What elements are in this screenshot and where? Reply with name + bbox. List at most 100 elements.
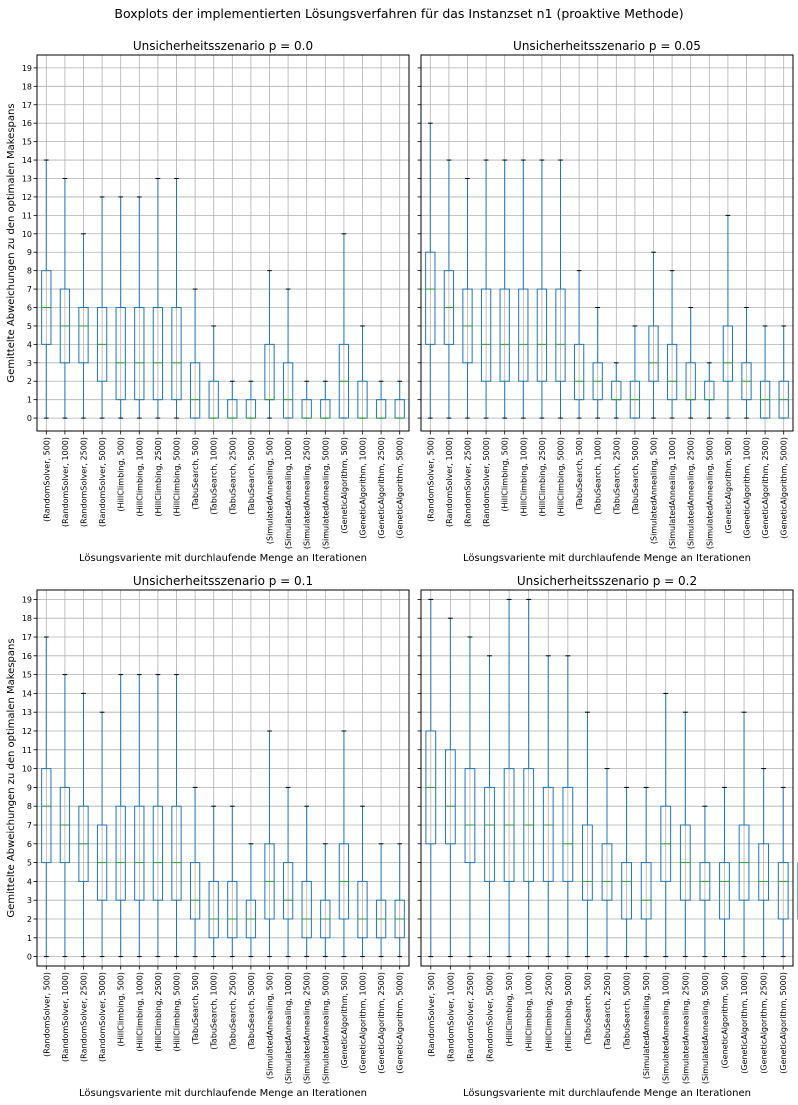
box-19 bbox=[759, 325, 771, 419]
box-13 bbox=[264, 730, 275, 958]
y-tick-label: 12 bbox=[22, 727, 32, 736]
box-9 bbox=[189, 786, 201, 958]
x-tick-label: (HillClimbing, 500) bbox=[505, 972, 514, 1047]
x-tick-label: (HillClimbing, 500) bbox=[117, 437, 126, 512]
box-15 bbox=[301, 380, 312, 419]
box-5 bbox=[503, 598, 515, 958]
y-tick-label: 19 bbox=[22, 64, 32, 73]
x-tick-label: (GeneticAlgorithm, 500) bbox=[340, 972, 349, 1069]
box-6 bbox=[134, 674, 145, 958]
box-iqr bbox=[648, 325, 659, 382]
x-tick-label: (SimulatedAnnealing, 5000) bbox=[705, 437, 714, 549]
box-6 bbox=[518, 159, 529, 419]
box-8 bbox=[171, 674, 182, 958]
y-tick-label: 3 bbox=[27, 359, 32, 368]
x-tick-label: (TabuSearch, 500) bbox=[191, 972, 200, 1045]
box-iqr bbox=[444, 749, 456, 845]
box-4 bbox=[484, 655, 495, 958]
y-tick-label: 15 bbox=[22, 138, 32, 147]
x-tick-label: (SimulatedAnnealing, 5000) bbox=[701, 972, 710, 1084]
x-tick-label: (TabuSearch, 2500) bbox=[612, 437, 621, 515]
x-tick-label: (GeneticAlgorithm, 500) bbox=[724, 437, 733, 534]
box-9 bbox=[573, 270, 585, 419]
x-tick-label: (HillClimbing, 5000) bbox=[557, 437, 566, 517]
box-10 bbox=[208, 325, 219, 419]
x-tick-label: (TabuSearch, 500) bbox=[191, 437, 200, 510]
x-tick-label: (TabuSearch, 500) bbox=[583, 972, 592, 1045]
box-12 bbox=[245, 843, 257, 958]
box-11 bbox=[621, 786, 632, 958]
box-iqr bbox=[171, 307, 182, 401]
box-iqr bbox=[722, 325, 734, 382]
x-tick-label: (RandomSolver, 500) bbox=[426, 437, 435, 522]
box-20 bbox=[778, 325, 789, 419]
y-tick-label: 15 bbox=[22, 671, 32, 680]
box-iqr bbox=[357, 880, 368, 939]
x-tick-label: (RandomSolver, 5000) bbox=[98, 972, 107, 1062]
box-3 bbox=[78, 233, 89, 419]
box-iqr bbox=[562, 786, 574, 882]
x-tick-label: (RandomSolver, 2500) bbox=[464, 437, 473, 527]
box-8 bbox=[562, 655, 574, 958]
y-tick-label: 16 bbox=[22, 652, 32, 661]
x-tick-label: (GeneticAlgorithm, 1000) bbox=[359, 972, 368, 1074]
x-tick-label: (RandomSolver, 500) bbox=[427, 972, 436, 1057]
box-16 bbox=[320, 843, 331, 958]
x-tick-label: (HillClimbing, 500) bbox=[117, 972, 126, 1047]
x-tick-label: (SimulatedAnnealing, 1000) bbox=[668, 437, 677, 549]
x-tick-label: (GeneticAlgorithm, 1000) bbox=[743, 437, 752, 539]
x-tick-label: (GeneticAlgorithm, 500) bbox=[340, 437, 349, 534]
box-iqr bbox=[189, 862, 201, 920]
x-tick-label: (TabuSearch, 500) bbox=[575, 437, 584, 510]
chart-panel-1: 012345678910111213141516171819(RandomSol… bbox=[6, 39, 410, 564]
y-tick-label: 9 bbox=[27, 248, 32, 257]
box-12 bbox=[245, 380, 257, 419]
box-8 bbox=[555, 159, 566, 419]
x-tick-label: (HillClimbing, 1000) bbox=[519, 437, 528, 517]
box-iqr bbox=[41, 768, 52, 864]
box-iqr bbox=[189, 362, 201, 419]
x-tick-label: (RandomSolver, 2500) bbox=[466, 972, 475, 1062]
x-tick-label: (GeneticAlgorithm, 2500) bbox=[761, 437, 770, 539]
box-2 bbox=[59, 177, 71, 419]
chart-title: Unsicherheitsszenario p = 0.1 bbox=[133, 574, 313, 588]
y-tick-label: 0 bbox=[27, 953, 32, 962]
x-axis-label: Lösungsvariente mit durchlaufende Menge … bbox=[463, 1088, 751, 1099]
chart-title: Unsicherheitsszenario p = 0.2 bbox=[517, 574, 697, 588]
x-tick-label: (HillClimbing, 2500) bbox=[538, 437, 547, 517]
x-tick-label: (HillClimbing, 1000) bbox=[135, 437, 144, 517]
x-tick-label: (TabuSearch, 2500) bbox=[603, 972, 612, 1050]
box-15 bbox=[685, 307, 696, 419]
box-iqr bbox=[573, 343, 585, 401]
x-tick-label: (TabuSearch, 5000) bbox=[247, 972, 256, 1050]
box-iqr bbox=[758, 843, 770, 901]
box-iqr bbox=[582, 824, 593, 901]
y-tick-label: 11 bbox=[22, 746, 32, 755]
box-17 bbox=[338, 730, 350, 958]
x-tick-label: (RandomSolver, 5000) bbox=[486, 972, 495, 1062]
box-7 bbox=[536, 159, 548, 419]
y-axis-label: Gemittelte Abweichungen zu den optimalen… bbox=[6, 638, 17, 917]
box-2 bbox=[443, 159, 455, 419]
x-axis-label: Lösungsvariente mit durchlaufende Menge … bbox=[463, 553, 751, 564]
box-7 bbox=[152, 177, 164, 419]
box-iqr bbox=[134, 805, 145, 901]
box-14 bbox=[282, 288, 294, 419]
box-7 bbox=[542, 655, 554, 958]
box-iqr bbox=[115, 805, 126, 901]
chart-title: Unsicherheitsszenario p = 0.0 bbox=[133, 39, 313, 53]
y-tick-label: 14 bbox=[22, 156, 32, 165]
y-tick-label: 12 bbox=[22, 193, 32, 202]
box-10 bbox=[592, 307, 603, 419]
y-tick-label: 11 bbox=[22, 211, 32, 220]
x-tick-label: (TabuSearch, 1000) bbox=[210, 972, 219, 1050]
box-18 bbox=[758, 768, 770, 958]
x-tick-label: (TabuSearch, 2500) bbox=[228, 437, 237, 515]
box-11 bbox=[611, 362, 622, 419]
x-tick-label: (GeneticAlgorithm, 500) bbox=[720, 972, 729, 1069]
y-tick-label: 16 bbox=[22, 119, 32, 128]
x-tick-label: (RandomSolver, 2500) bbox=[80, 972, 89, 1062]
box-9 bbox=[189, 288, 201, 419]
box-iqr bbox=[719, 862, 730, 920]
x-tick-label: (SimulatedAnnealing, 5000) bbox=[321, 972, 330, 1084]
